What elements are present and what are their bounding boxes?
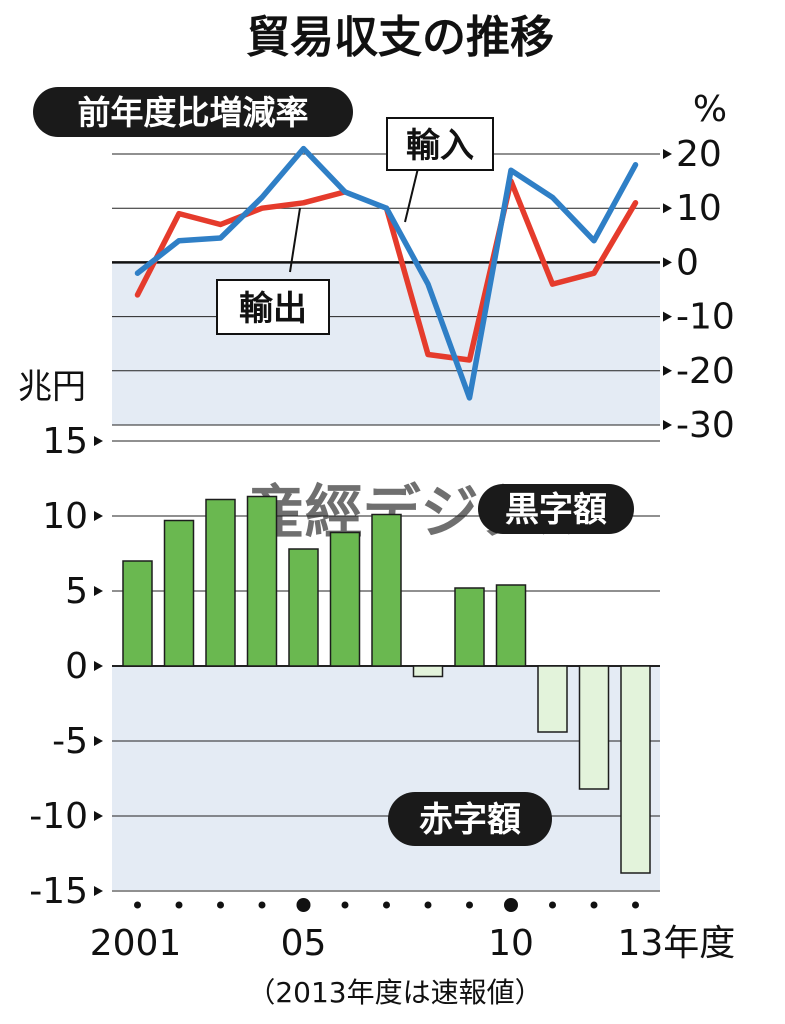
bar-series xyxy=(122,495,651,874)
x-tick-dot xyxy=(258,901,266,909)
line-tick-marker xyxy=(663,365,672,376)
deficit-bar xyxy=(578,665,610,790)
export-callout-box xyxy=(216,279,330,335)
x-tick-dot xyxy=(590,901,598,909)
import-series-label: 輸入 xyxy=(406,126,474,166)
bar-tick-marker xyxy=(94,886,103,896)
x-tick-dot xyxy=(504,898,518,912)
x-tick-label: 13年度 xyxy=(618,923,736,964)
x-tick-dot xyxy=(217,901,224,909)
line-chart-label: 前年度比増減率 xyxy=(78,93,309,132)
import-callout-box xyxy=(386,117,494,171)
deficit-label: 赤字額 xyxy=(419,800,521,840)
surplus-bar xyxy=(246,495,278,667)
line-tick-marker xyxy=(663,420,672,430)
line-y-tick-label: -30 xyxy=(676,405,735,446)
surplus-bar xyxy=(288,548,319,667)
line-y-tick-label: 0 xyxy=(676,242,699,283)
deficit-bar xyxy=(537,665,568,733)
bar-tick-marker xyxy=(94,436,103,446)
bar-y-tick-label: 15 xyxy=(42,421,88,462)
surplus-bar xyxy=(371,513,402,667)
line-tick-marker xyxy=(663,311,672,322)
x-tick-dot xyxy=(296,898,311,912)
surplus-bar xyxy=(495,584,527,667)
bar-tick-marker xyxy=(94,811,103,821)
bar-y-tick-label: -5 xyxy=(52,721,88,762)
chart-title: 貿易収支の推移 xyxy=(246,12,554,63)
surplus-bar xyxy=(163,519,195,667)
bar-tick-marker xyxy=(94,736,103,746)
x-tick-dot xyxy=(175,901,183,909)
surplus-bar xyxy=(454,587,485,667)
surplus-pill xyxy=(478,484,634,534)
x-tick-label: 10 xyxy=(488,923,534,964)
surplus-label: 黒字額 xyxy=(505,490,607,530)
bar-y-tick-label: 0 xyxy=(65,646,88,687)
surplus-bar xyxy=(122,560,153,667)
surplus-bar xyxy=(329,531,361,667)
x-tick-label: 05 xyxy=(281,923,327,964)
bar-tick-marker xyxy=(94,586,103,596)
deficit-bar xyxy=(620,665,651,874)
x-tick-dot xyxy=(341,901,349,909)
line-tick-marker xyxy=(663,257,672,268)
deficit-pill xyxy=(388,792,552,846)
line-tick-marker xyxy=(663,203,672,214)
bar-y-tick-label: 10 xyxy=(42,496,88,537)
line-label-pill xyxy=(33,87,353,137)
line-y-tick-label: 20 xyxy=(676,134,722,175)
x-tick-label: 2001 xyxy=(90,923,182,964)
x-tick-dot xyxy=(383,901,390,909)
bar-y-tick-label: -15 xyxy=(29,871,88,912)
negative-region-line xyxy=(112,262,660,425)
export-callout-line xyxy=(289,207,301,273)
line-y-tick-label: -10 xyxy=(676,297,735,338)
x-tick-dot xyxy=(134,901,141,909)
deficit-bar xyxy=(412,665,444,678)
negative-region-bar xyxy=(112,666,660,890)
line-series xyxy=(134,145,639,401)
line-y-tick-labels: 20 10 0 -10 -20 -30 xyxy=(663,134,735,446)
line-y-tick-label: 10 xyxy=(676,188,722,229)
percent-unit-label: % xyxy=(693,89,727,130)
x-tick-dot xyxy=(424,901,432,909)
line-y-tick-label: -20 xyxy=(676,351,735,392)
import-line xyxy=(134,145,639,401)
line-tick-marker xyxy=(663,149,672,159)
bar-tick-marker xyxy=(94,511,103,521)
x-tick-dot xyxy=(466,901,473,909)
x-axis: 2001 05 10 13年度 xyxy=(90,898,736,964)
footnote: （2013年度は速報値） xyxy=(247,976,542,1009)
surplus-bar xyxy=(205,498,236,667)
bar-tick-marker xyxy=(94,661,103,671)
bar-y-tick-label: -10 xyxy=(29,796,88,837)
x-tick-dot xyxy=(549,901,556,909)
bar-y-tick-label: 5 xyxy=(65,571,88,612)
x-tick-dot xyxy=(632,901,639,909)
yen-unit-label: 兆円 xyxy=(18,367,86,407)
bar-y-tick-labels: 15 10 5 0 -5 -10 -15 xyxy=(29,421,103,912)
export-series-label: 輸出 xyxy=(239,289,307,329)
